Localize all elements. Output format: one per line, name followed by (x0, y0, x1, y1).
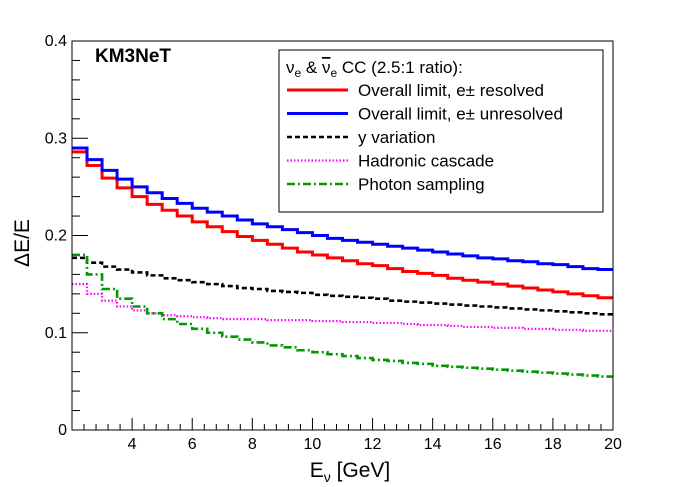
x-tick-label: 4 (128, 436, 137, 453)
legend-label: Hadronic cascade (358, 152, 494, 171)
y-axis-label: ΔE/E (11, 219, 34, 267)
x-tick-label: 10 (304, 436, 322, 453)
y-tick-label: 0.3 (45, 130, 67, 147)
legend-entries: Overall limit, e± resolved Overall limit,… (287, 81, 563, 194)
y-tick-label: 0 (58, 422, 67, 439)
ticks-layer: 4 6 8 10 12 14 16 18 20 0 0.1 0.2 0.3 0.4 (45, 33, 622, 453)
legend: νe & νe CC (2.5:1 ratio): Overall limit,… (278, 49, 604, 213)
x-axis-label-sub: ν (324, 469, 331, 485)
legend-box (278, 49, 604, 213)
x-tick-label: 16 (484, 436, 502, 453)
legend-label: Photon sampling (358, 175, 485, 194)
x-tick-label: 6 (188, 436, 197, 453)
legend-header-sub-e2: e (330, 66, 337, 80)
legend-label: Overall limit, e± resolved (358, 81, 544, 100)
x-tick-label: 8 (248, 436, 257, 453)
legend-header-nu: ν (286, 58, 295, 77)
chart-title: KM3NeT (95, 46, 171, 67)
legend-header-sub-e: e (295, 66, 302, 80)
y-tick-label: 0.2 (45, 228, 67, 245)
y-tick-label: 0.1 (45, 325, 67, 342)
legend-label: y variation (358, 128, 435, 147)
legend-label: Overall limit, e± unresolved (358, 105, 563, 124)
legend-header-nubar: ν (322, 58, 331, 77)
x-tick-label: 18 (544, 436, 562, 453)
series-0-line (72, 150, 613, 300)
x-tick-label: 14 (424, 436, 442, 453)
legend-header-amp: & (301, 58, 322, 77)
x-axis-label: Eν [GeV] (310, 459, 391, 485)
series-2-line (72, 256, 613, 316)
series-layer (72, 146, 613, 378)
x-axis-label-unit: [GeV] (331, 459, 391, 482)
legend-header-rest: CC (2.5:1 ratio): (337, 58, 463, 77)
x-tick-label: 20 (604, 436, 622, 453)
series-3-line (72, 283, 613, 332)
series-1-line (72, 146, 613, 272)
plot-frame (71, 40, 614, 431)
y-tick-label: 0.4 (45, 33, 67, 50)
series-4-line (72, 253, 613, 378)
legend-header: νe & νe CC (2.5:1 ratio): (286, 58, 463, 80)
x-tick-label: 12 (364, 436, 382, 453)
x-axis-label-main: E (310, 459, 324, 482)
